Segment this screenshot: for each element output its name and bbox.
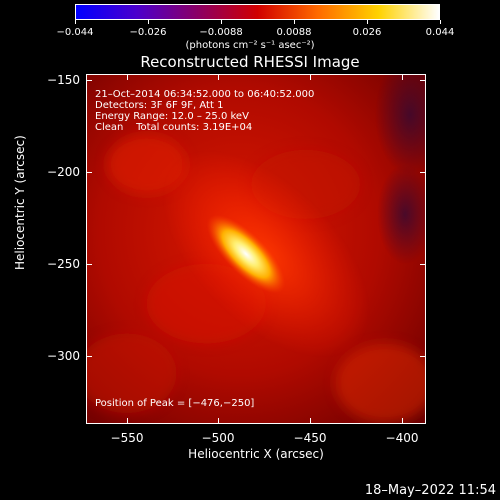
rhessi-image	[87, 75, 425, 423]
colorbar	[75, 4, 440, 20]
axis-tick-mark	[218, 418, 219, 424]
info-line-counts: Clean Total counts: 3.19E+04	[95, 122, 253, 133]
info-line-energy: Energy Range: 12.0 – 25.0 keV	[95, 111, 249, 122]
ytick-label: −300	[47, 349, 80, 363]
y-axis-label: Heliocentric Y (arcsec)	[13, 135, 27, 270]
plot-title: Reconstructed RHESSI Image	[140, 53, 360, 71]
axis-tick-mark	[420, 172, 426, 173]
axis-tick-mark	[127, 418, 128, 424]
info-line-detectors: Detectors: 3F 6F 9F, Att 1	[95, 100, 224, 111]
footer-timestamp: 18–May–2022 11:54	[364, 483, 496, 498]
axis-tick-mark	[86, 356, 92, 357]
xtick-label: −550	[110, 431, 144, 445]
colorbar-tick-mark	[440, 20, 441, 24]
axis-tick-mark	[402, 74, 403, 80]
axis-tick-mark	[310, 74, 311, 80]
ytick-label: −200	[47, 165, 80, 179]
axis-tick-mark	[310, 418, 311, 424]
axis-tick-mark	[420, 80, 426, 81]
axis-tick-mark	[127, 74, 128, 80]
colorbar-tick-label: 0.026	[352, 27, 382, 38]
colorbar-tick-mark	[75, 20, 76, 24]
colorbar-tick-mark	[148, 20, 149, 24]
colorbar-tick-mark	[221, 20, 222, 24]
colorbar-tick-label: 0.0088	[276, 27, 312, 38]
ytick-label: −250	[47, 257, 80, 271]
xtick-label: −500	[201, 431, 235, 445]
axis-tick-mark	[218, 74, 219, 80]
colorbar-gradient	[76, 5, 439, 19]
colorbar-tick-label: −0.0088	[199, 27, 243, 38]
colorbar-tick-label: 0.044	[425, 27, 455, 38]
peak-position: Position of Peak = [−476,−250]	[95, 398, 255, 409]
colorbar-tick-label: −0.044	[56, 27, 94, 38]
ytick-label: −150	[47, 73, 80, 87]
axis-tick-mark	[420, 356, 426, 357]
x-axis-label: Heliocentric X (arcsec)	[188, 447, 324, 461]
axis-tick-mark	[86, 264, 92, 265]
axis-tick-mark	[86, 172, 92, 173]
colorbar-tick-label: −0.026	[129, 27, 167, 38]
info-line-time: 21–Oct–2014 06:34:52.000 to 06:40:52.000	[95, 89, 315, 100]
solar-image-frame: 21–Oct–2014 06:34:52.000 to 06:40:52.000…	[86, 74, 426, 424]
axis-tick-mark	[86, 80, 92, 81]
colorbar-unit: (photons cm⁻² s⁻¹ asec⁻²)	[185, 40, 315, 51]
axis-tick-mark	[420, 264, 426, 265]
xtick-label: −450	[293, 431, 327, 445]
axis-tick-mark	[402, 418, 403, 424]
colorbar-tick-mark	[367, 20, 368, 24]
xtick-label: −400	[385, 431, 419, 445]
colorbar-tick-mark	[294, 20, 295, 24]
